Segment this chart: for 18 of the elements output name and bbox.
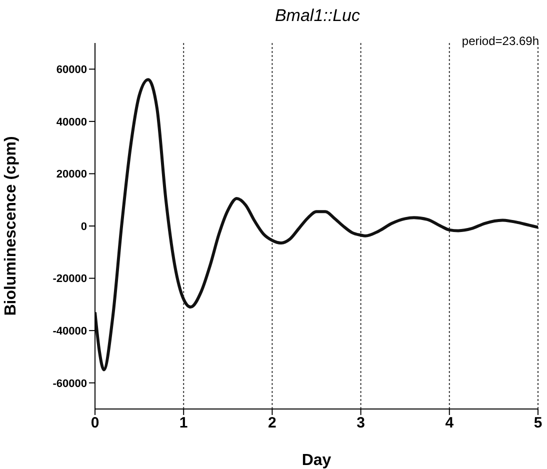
x-tick-label: 1 bbox=[179, 414, 188, 432]
y-tick-label: 40000 bbox=[56, 116, 87, 128]
y-tick-label: -60000 bbox=[52, 378, 87, 390]
x-tick-label: 4 bbox=[445, 414, 454, 432]
line-series bbox=[95, 78, 538, 372]
chart-title: Bmal1::Luc bbox=[274, 6, 362, 26]
y-tick-label: -20000 bbox=[52, 273, 87, 286]
x-tick-label: 2 bbox=[268, 414, 276, 432]
x-axis-title: Day bbox=[302, 452, 332, 469]
y-tick-label: 0 bbox=[80, 220, 87, 233]
x-tick-label: 3 bbox=[356, 414, 365, 432]
x-tick-label: 5 bbox=[534, 414, 542, 432]
y-axis-title: Bioluminescence (cpm) bbox=[2, 136, 20, 316]
y-tick-label: 60000 bbox=[56, 64, 87, 76]
y-tick-label: -40000 bbox=[52, 325, 87, 338]
annotation: period=23.69h bbox=[462, 34, 539, 48]
x-tick-label: 0 bbox=[90, 414, 100, 432]
y-tick-label: 20000 bbox=[56, 168, 87, 181]
